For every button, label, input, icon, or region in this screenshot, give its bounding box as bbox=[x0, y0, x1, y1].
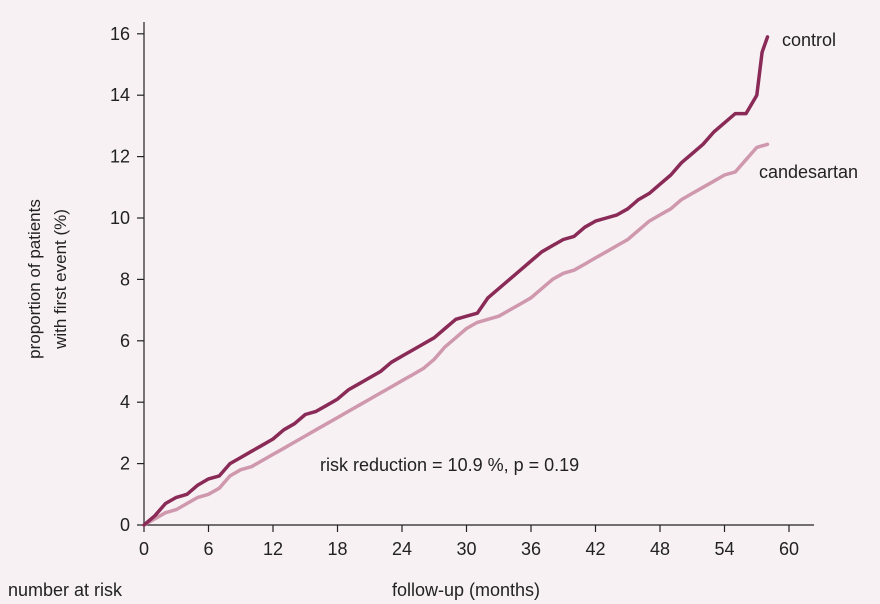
x-tick-label: 54 bbox=[714, 539, 734, 559]
x-tick-label: 60 bbox=[779, 539, 799, 559]
x-tick-label: 42 bbox=[585, 539, 605, 559]
series-line-control bbox=[142, 35, 770, 527]
footer-label: number at risk bbox=[8, 580, 123, 600]
series-line-candesartan bbox=[142, 142, 770, 527]
annotation: risk reduction = 10.9 %, p = 0.19 bbox=[320, 455, 579, 475]
y-tick-label: 0 bbox=[120, 515, 130, 535]
series-label-candesartan: candesartan bbox=[759, 162, 858, 182]
y-tick-label: 10 bbox=[110, 208, 130, 228]
x-tick-label: 6 bbox=[203, 539, 213, 559]
x-tick-label: 30 bbox=[456, 539, 476, 559]
y-tick-label: 14 bbox=[110, 85, 130, 105]
y-tick-label: 6 bbox=[120, 331, 130, 351]
x-tick-label: 0 bbox=[139, 539, 149, 559]
y-tick-label: 2 bbox=[120, 454, 130, 474]
y-tick-label: 12 bbox=[110, 147, 130, 167]
y-axis-label-line-1: proportion of patients bbox=[25, 199, 44, 359]
y-tick-label: 8 bbox=[120, 269, 130, 289]
y-tick-label: 16 bbox=[110, 24, 130, 44]
y-axis-label-line-2: with first event (%) bbox=[51, 209, 70, 350]
x-tick-label: 18 bbox=[327, 539, 347, 559]
x-axis-label: follow-up (months) bbox=[392, 580, 540, 600]
series-label-control: control bbox=[782, 30, 836, 50]
y-tick-label: 4 bbox=[120, 392, 130, 412]
x-tick-label: 36 bbox=[521, 539, 541, 559]
x-tick-label: 12 bbox=[263, 539, 283, 559]
x-tick-label: 48 bbox=[650, 539, 670, 559]
x-tick-label: 24 bbox=[392, 539, 412, 559]
series-layer bbox=[142, 35, 770, 527]
